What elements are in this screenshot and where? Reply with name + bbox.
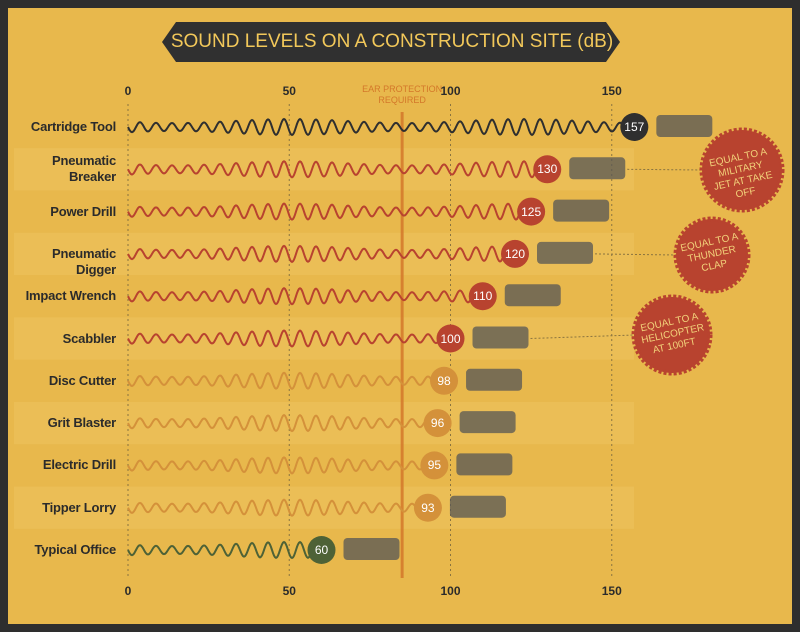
value-label: 120 <box>504 246 526 261</box>
row-band <box>14 486 634 529</box>
category-label: Cartridge Tool <box>30 119 116 134</box>
tool-image <box>459 411 516 434</box>
tool-image <box>569 157 626 180</box>
row-band <box>14 232 634 276</box>
category-label: Impact Wrench <box>25 288 117 304</box>
sound-wave <box>127 160 548 179</box>
category-label: Electric Drill <box>42 457 116 473</box>
row-band <box>14 401 634 445</box>
callout-badge <box>699 127 785 213</box>
tool-image <box>537 241 593 264</box>
category-label: Typical Office <box>34 542 117 557</box>
x-tick-label-top: 0 <box>124 84 132 98</box>
sound-wave <box>127 498 428 517</box>
category-label: Disc Cutter <box>48 372 116 388</box>
x-tick-label-top: 150 <box>601 84 622 98</box>
tool-image <box>656 115 713 137</box>
value-badge <box>423 409 452 438</box>
sound-wave <box>127 287 483 306</box>
callout-leader <box>594 253 677 256</box>
callout-leader <box>530 334 635 339</box>
callout-badge <box>631 294 713 376</box>
tool-image <box>472 326 529 349</box>
value-label: 60 <box>314 543 329 557</box>
tool-image <box>456 453 513 476</box>
value-label: 98 <box>437 373 451 388</box>
tool-image <box>504 284 561 307</box>
value-badge <box>501 239 529 268</box>
x-tick-label-bottom: 0 <box>124 584 132 598</box>
tool-image <box>553 199 610 222</box>
sound-wave <box>127 371 445 390</box>
row-band <box>14 148 634 191</box>
value-badge <box>430 366 459 395</box>
value-label: 96 <box>430 416 445 431</box>
chart-title: SOUND LEVELS ON A CONSTRUCTION SITE (dB) <box>170 31 614 52</box>
value-label: 93 <box>421 500 435 515</box>
value-badge <box>620 113 649 141</box>
category-label: Tipper Lorry <box>42 499 116 515</box>
value-badge <box>420 451 449 480</box>
category-label: Power Drill <box>50 203 116 219</box>
value-badge <box>413 493 442 522</box>
value-label: 125 <box>521 204 542 219</box>
x-tick-label-top: 100 <box>440 84 461 98</box>
value-badge <box>533 155 562 184</box>
tool-image <box>343 538 400 560</box>
value-label: 130 <box>537 162 558 177</box>
sound-wave <box>127 456 435 475</box>
category-label: Scabbler <box>62 330 117 346</box>
x-tick-label-bottom: 100 <box>440 584 461 598</box>
sound-wave <box>127 413 438 433</box>
category-label: Pneumatic Breaker <box>52 153 116 185</box>
x-tick-label-top: 50 <box>282 84 296 98</box>
value-badge <box>436 324 465 353</box>
callout-badge <box>673 216 751 294</box>
x-tick-label-bottom: 150 <box>601 584 622 598</box>
tool-image <box>449 495 506 518</box>
sound-wave <box>127 202 532 221</box>
category-label: Pneumatic Digger <box>52 245 116 277</box>
sound-wave <box>127 540 322 560</box>
sound-wave <box>127 329 451 348</box>
sound-wave <box>127 117 635 137</box>
title-plate <box>162 22 620 62</box>
sound-wave <box>127 244 516 264</box>
value-badge <box>517 197 546 226</box>
threshold-label: EAR PROTECTION REQUIRED <box>362 84 443 105</box>
value-label: 157 <box>624 120 645 134</box>
value-badge <box>468 282 497 311</box>
value-label: 95 <box>427 458 442 473</box>
x-tick-label-bottom: 50 <box>282 584 296 598</box>
value-label: 110 <box>473 289 493 304</box>
callout-leader <box>627 168 703 171</box>
category-label: Grit Blaster <box>47 415 117 431</box>
tool-image <box>466 368 523 391</box>
value-label: 100 <box>440 331 461 346</box>
value-badge <box>307 536 336 564</box>
